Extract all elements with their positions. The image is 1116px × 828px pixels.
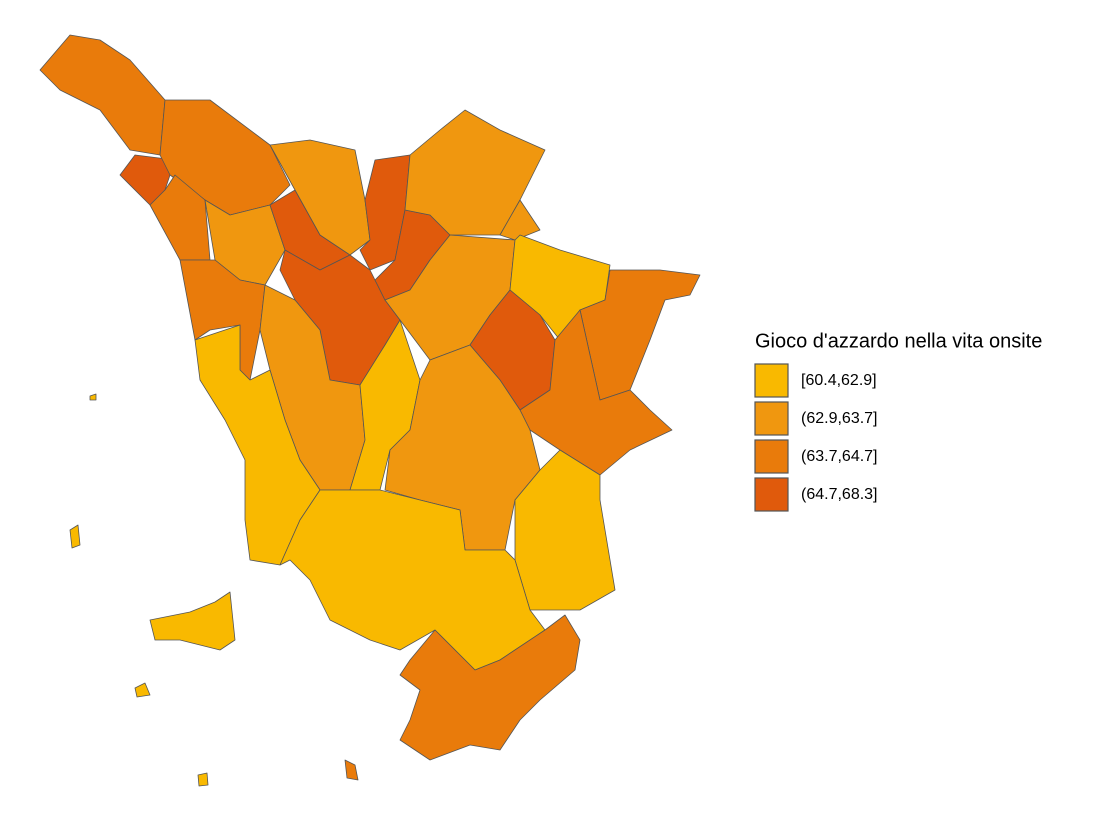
region (579, 269, 701, 401)
region (399, 614, 581, 761)
legend-swatch (754, 363, 789, 398)
legend-label: (62.9,63.7] (801, 410, 878, 427)
legend-label: [60.4,62.9] (801, 372, 877, 389)
island (69, 524, 81, 549)
legend-swatch (754, 477, 789, 512)
legend-swatch (754, 401, 789, 436)
region (39, 34, 166, 156)
legend-swatch (754, 439, 789, 474)
region (499, 199, 541, 241)
island (197, 772, 209, 787)
region (384, 344, 541, 551)
legend-label: (64.7,68.3] (801, 486, 878, 503)
region (514, 449, 616, 611)
island (149, 591, 236, 651)
legend-label: (63.7,64.7] (801, 448, 878, 465)
legend: [60.4,62.9] (62.9,63.7] (63.7,64.7] (64.7,6… (754, 363, 878, 512)
island (134, 682, 151, 698)
regions (39, 34, 701, 787)
island (89, 393, 97, 401)
legend-title: Gioco d'azzardo nella vita onsite (755, 330, 1042, 352)
island (344, 759, 359, 781)
